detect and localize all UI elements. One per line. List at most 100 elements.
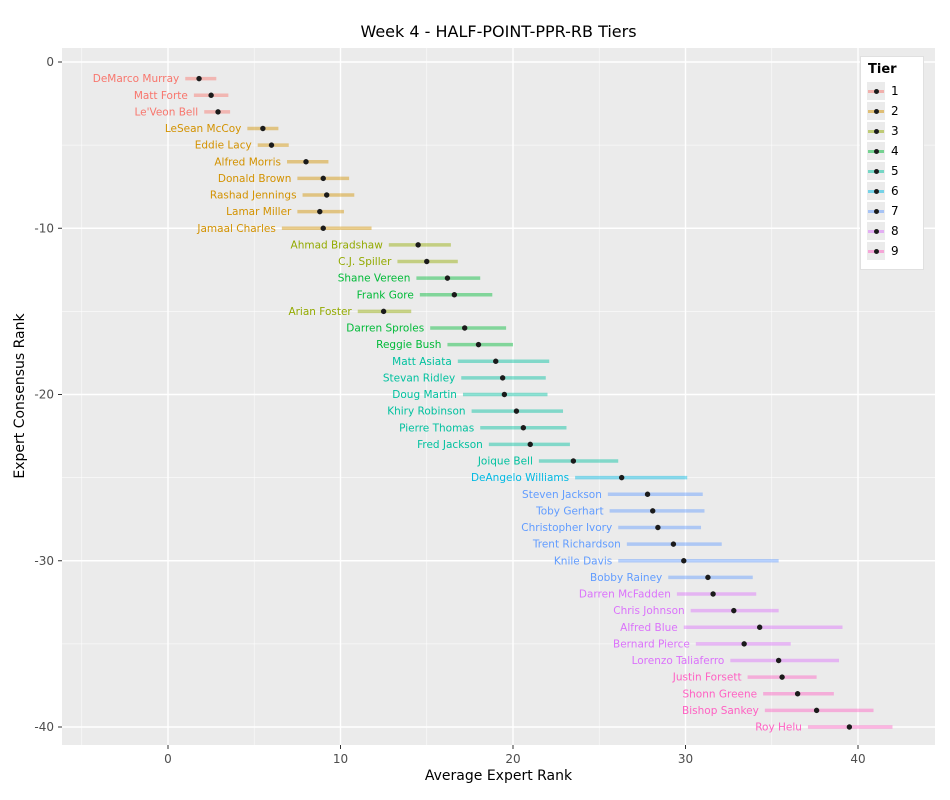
player-point	[710, 591, 716, 597]
player-label: Doug Martin	[392, 389, 457, 401]
y-tick-label: -40	[34, 720, 54, 734]
legend-entry-label: 5	[891, 164, 899, 178]
player-label: Christopher Ivory	[521, 522, 612, 534]
legend-entry: 3	[867, 122, 917, 140]
player-label: Bishop Sankey	[682, 705, 759, 717]
legend-entry: 1	[867, 82, 917, 100]
legend-key-icon	[867, 202, 885, 220]
player-label: Roy Helu	[755, 722, 802, 734]
player-point	[779, 674, 785, 680]
legend-key-icon	[867, 222, 885, 240]
legend-entry: 5	[867, 162, 917, 180]
player-label: DeAngelo Williams	[471, 472, 569, 484]
player-label: DeMarco Murray	[93, 73, 179, 85]
y-axis-title: Expert Consensus Rank	[12, 313, 28, 479]
player-label: Knile Davis	[554, 555, 612, 567]
player-point	[618, 474, 625, 481]
player-label: Donald Brown	[218, 173, 291, 185]
player-point	[794, 691, 801, 697]
player-point	[570, 458, 577, 464]
legend-key-icon	[867, 82, 885, 100]
player-point	[462, 325, 468, 331]
player-point	[650, 508, 656, 514]
player-point	[303, 159, 309, 165]
legend: Tier 1 2 3 4 5 6 7 8 9	[860, 56, 924, 270]
player-point	[644, 491, 651, 497]
legend-key-icon	[867, 242, 885, 260]
player-point	[451, 292, 458, 298]
legend-key-icon	[867, 142, 885, 160]
player-label: Matt Asiata	[392, 356, 452, 368]
player-label: Ahmad Bradshaw	[291, 239, 384, 251]
x-tick-label: 20	[505, 752, 520, 766]
legend-entry-label: 6	[891, 184, 899, 198]
player-label: Steven Jackson	[522, 489, 602, 501]
player-label: Chris Johnson	[613, 605, 684, 617]
player-point	[670, 541, 677, 547]
player-label: Bobby Rainey	[590, 572, 662, 584]
y-tick-label: -20	[34, 388, 54, 402]
legend-entry-label: 4	[891, 144, 899, 158]
player-point	[813, 707, 820, 714]
player-label: Shane Vereen	[338, 273, 411, 285]
player-label: C.J. Spiller	[338, 256, 392, 268]
legend-entry-label: 2	[891, 104, 899, 118]
player-label: LeSean McCoy	[165, 123, 241, 135]
player-label: Justin Forsett	[672, 672, 742, 684]
player-point	[444, 275, 451, 281]
x-tick-label: 30	[678, 752, 693, 766]
player-point	[501, 391, 508, 398]
player-point	[499, 375, 506, 381]
legend-entry-label: 7	[891, 204, 899, 218]
y-tick-label: -10	[34, 221, 54, 235]
legend-entry: 8	[867, 222, 917, 240]
player-point	[513, 408, 520, 414]
player-point	[317, 208, 323, 215]
player-label: Joique Bell	[477, 456, 533, 468]
player-point	[705, 574, 711, 581]
legend-entry-label: 3	[891, 124, 899, 138]
legend-key-icon	[867, 182, 885, 200]
player-label: Darren Sproles	[346, 323, 424, 335]
legend-entry-label: 1	[891, 84, 899, 98]
player-label: Eddie Lacy	[195, 140, 252, 152]
player-point	[731, 607, 737, 614]
player-point	[215, 109, 221, 115]
legend-entry: 9	[867, 242, 917, 260]
player-label: Alfred Blue	[620, 622, 678, 634]
player-label: Shonn Greene	[682, 688, 757, 700]
player-point	[655, 524, 661, 531]
legend-title: Tier	[868, 62, 897, 77]
player-label: Lorenzo Taliaferro	[632, 655, 725, 667]
player-label: Fred Jackson	[417, 439, 483, 451]
player-label: Arian Foster	[288, 306, 352, 318]
player-point	[320, 225, 326, 231]
y-tick-label: -30	[34, 554, 54, 568]
legend-entry: 4	[867, 142, 917, 160]
legend-key-icon	[867, 122, 885, 140]
player-label: Trent Richardson	[532, 539, 621, 551]
chart-title: Week 4 - HALF-POINT-PPR-RB Tiers	[360, 22, 637, 41]
player-point	[208, 92, 214, 98]
player-point	[846, 724, 853, 730]
plot-panel	[62, 48, 935, 745]
x-tick-label: 10	[333, 752, 348, 766]
player-label: Reggie Bush	[376, 339, 441, 351]
x-axis-title: Average Expert Rank	[424, 768, 573, 784]
player-label: Jamaal Charles	[196, 223, 275, 235]
player-point	[324, 192, 330, 198]
player-label: Le'Veon Bell	[134, 106, 198, 118]
legend-key-icon	[867, 162, 885, 180]
player-label: Rashad Jennings	[210, 190, 297, 202]
player-label: Alfred Morris	[214, 156, 281, 168]
player-point	[196, 75, 202, 82]
x-tick-label: 0	[164, 752, 172, 766]
player-point	[268, 142, 275, 148]
legend-entry-label: 8	[891, 224, 899, 238]
player-label: Khiry Robinson	[387, 406, 465, 418]
x-tick-label: 40	[850, 752, 865, 766]
legend-entries: 1 2 3 4 5 6 7 8 9	[867, 82, 917, 260]
player-point	[741, 641, 747, 647]
